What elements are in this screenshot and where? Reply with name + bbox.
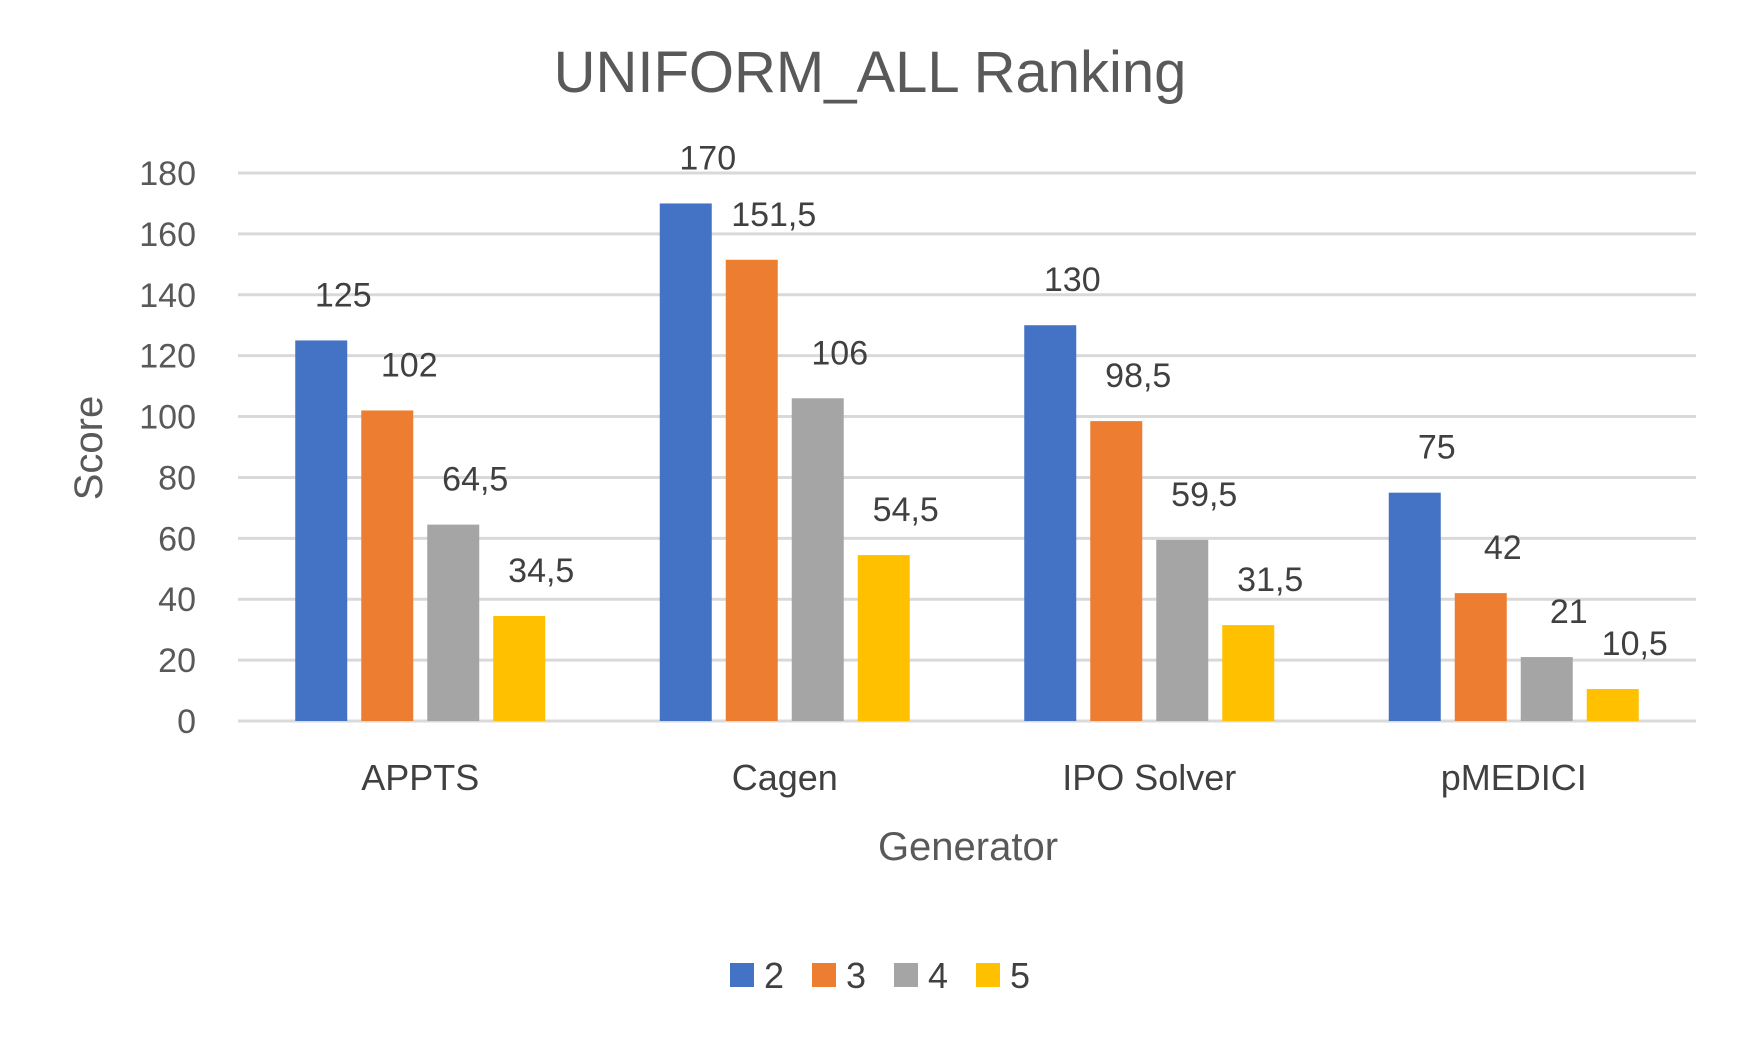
bar-2-pmedici bbox=[1388, 492, 1441, 721]
legend-swatch-4 bbox=[894, 963, 918, 987]
bar-4-cagen bbox=[791, 398, 844, 721]
x-category-label: Cagen bbox=[732, 757, 838, 798]
legend-label: 2 bbox=[764, 955, 784, 996]
bar-5-appts bbox=[493, 615, 546, 721]
data-label: 130 bbox=[1044, 261, 1101, 299]
y-tick-label: 160 bbox=[139, 216, 196, 254]
y-tick-label: 60 bbox=[158, 520, 196, 558]
bar-4-ipo-solver bbox=[1156, 539, 1209, 721]
bar-3-ipo-solver bbox=[1090, 421, 1143, 721]
bar-5-pmedici bbox=[1586, 689, 1639, 721]
y-tick-label: 180 bbox=[139, 155, 196, 193]
x-category-label: IPO Solver bbox=[1062, 757, 1236, 798]
data-label: 106 bbox=[811, 334, 868, 372]
y-tick-label: 100 bbox=[139, 399, 196, 437]
data-label: 75 bbox=[1418, 429, 1456, 467]
bar-5-cagen bbox=[857, 555, 910, 721]
bar-4-appts bbox=[427, 524, 480, 721]
bar-2-cagen bbox=[659, 203, 712, 721]
y-tick-label: 80 bbox=[158, 459, 196, 497]
y-tick-label: 40 bbox=[158, 581, 196, 619]
bar-2-appts bbox=[295, 340, 348, 721]
y-tick-label: 140 bbox=[139, 277, 196, 315]
bar-5-ipo-solver bbox=[1222, 625, 1275, 721]
data-label: 31,5 bbox=[1237, 561, 1303, 599]
data-label: 64,5 bbox=[442, 461, 508, 499]
bar-4-pmedici bbox=[1520, 657, 1573, 721]
y-tick-label: 120 bbox=[139, 338, 196, 376]
data-label: 21 bbox=[1550, 593, 1588, 631]
data-label: 125 bbox=[315, 276, 372, 314]
bar-3-appts bbox=[361, 410, 414, 721]
gridlines bbox=[238, 171, 1696, 723]
data-label: 34,5 bbox=[508, 552, 574, 590]
legend-swatch-2 bbox=[730, 963, 754, 987]
data-label: 54,5 bbox=[873, 491, 939, 529]
legend-label: 3 bbox=[846, 955, 866, 996]
data-label: 102 bbox=[381, 346, 438, 384]
data-label: 151,5 bbox=[731, 196, 816, 234]
x-category-label: pMEDICI bbox=[1441, 757, 1587, 798]
data-label: 59,5 bbox=[1171, 476, 1237, 514]
bar-3-cagen bbox=[725, 259, 778, 721]
x-axis-categories: APPTS Cagen IPO Solver pMEDICI bbox=[361, 757, 1587, 798]
legend-swatch-5 bbox=[976, 963, 1000, 987]
data-label: 98,5 bbox=[1105, 357, 1171, 395]
x-axis-title: Generator bbox=[878, 825, 1058, 869]
bar-3-pmedici bbox=[1454, 593, 1507, 721]
bars bbox=[295, 203, 1639, 721]
data-label: 42 bbox=[1484, 529, 1522, 567]
y-axis-ticks: 0 20 40 60 80 100 120 140 160 180 bbox=[139, 155, 196, 741]
y-tick-label: 20 bbox=[158, 642, 196, 680]
legend-label: 5 bbox=[1010, 955, 1030, 996]
chart-title: UNIFORM_ALL Ranking bbox=[554, 40, 1187, 105]
bar-2-ipo-solver bbox=[1024, 325, 1077, 721]
data-label: 170 bbox=[679, 139, 736, 177]
data-label: 10,5 bbox=[1602, 625, 1668, 663]
legend-swatch-3 bbox=[812, 963, 836, 987]
y-axis-title: Score bbox=[67, 396, 111, 501]
x-category-label: APPTS bbox=[361, 757, 479, 798]
y-tick-label: 0 bbox=[177, 703, 196, 741]
legend: 2 3 4 5 bbox=[730, 955, 1030, 996]
legend-label: 4 bbox=[928, 955, 948, 996]
